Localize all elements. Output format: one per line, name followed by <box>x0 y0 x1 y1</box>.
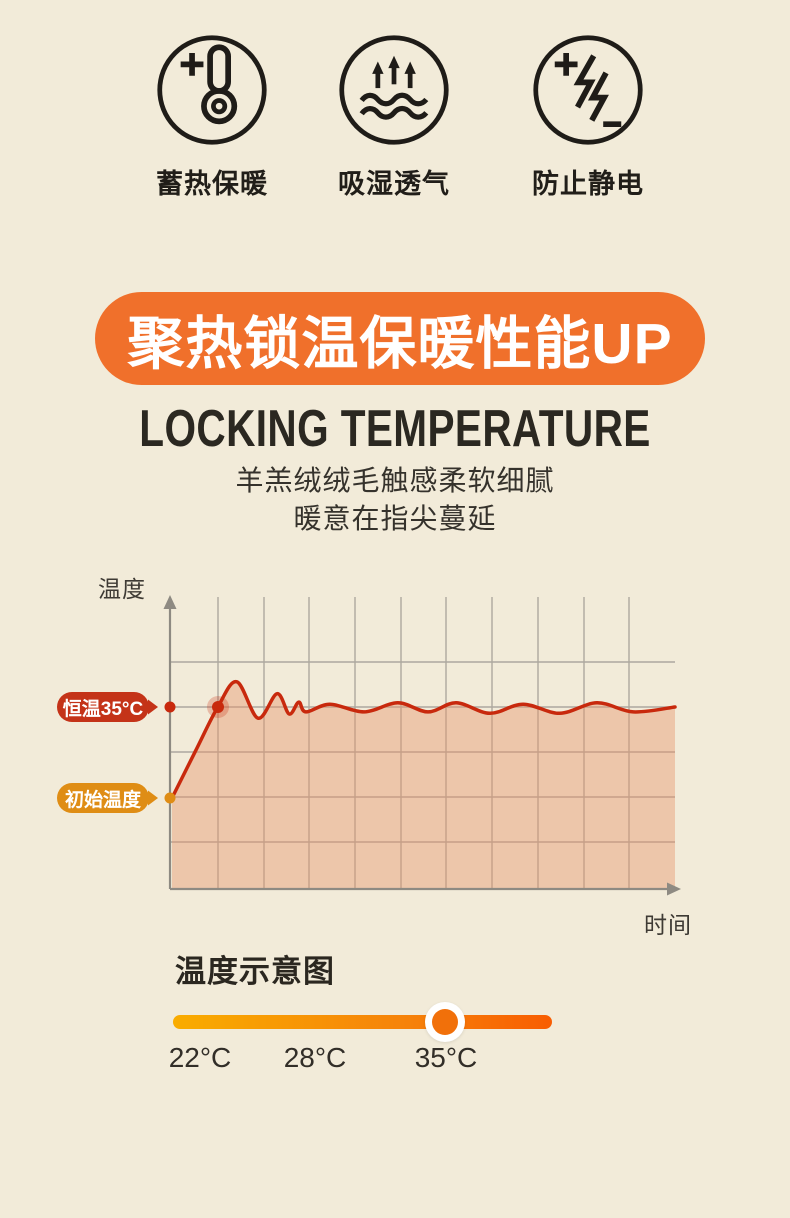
anti-static-icon <box>508 33 668 147</box>
constant-temp-badge-label: 恒温35°C <box>62 698 144 720</box>
moisture-breathable-icon <box>314 33 474 147</box>
feature-label: 吸湿透气 <box>338 169 450 199</box>
curve-area-fill <box>172 681 675 889</box>
constant-temp-dot <box>164 701 176 713</box>
y-axis-arrow-icon <box>163 595 177 609</box>
constant-temp-badge: 恒温35°C <box>57 692 158 722</box>
feature-item-heat-storage: 蓄热保暖 <box>132 33 292 201</box>
temperature-slider-knob[interactable] <box>425 1002 465 1042</box>
feature-label: 防止静电 <box>532 169 644 199</box>
diagram-title: 温度示意图 <box>175 954 335 989</box>
thermometer-plus-icon <box>132 33 292 147</box>
feature-item-breathable: 吸湿透气 <box>314 33 474 201</box>
promo-banner-title: 聚热锁温保暖性能UP <box>127 311 673 376</box>
feature-label: 蓄热保暖 <box>156 169 268 199</box>
badge-pointer <box>148 790 158 806</box>
chart-grid <box>170 597 675 889</box>
initial-temp-badge: 初始温度 <box>57 783 158 813</box>
knob-inner-dot <box>432 1009 458 1035</box>
promo-banner: 聚热锁温保暖性能UP <box>95 292 705 385</box>
chart-axes <box>168 606 671 891</box>
x-axis-arrow-icon <box>667 882 681 896</box>
y-axis-label: 温度 <box>98 576 146 602</box>
temperature-chart-plot <box>163 595 681 896</box>
reach-point-dot <box>212 701 224 713</box>
subtitle-line-1: 羊羔绒绒毛触感柔软细腻 <box>235 465 555 496</box>
temperature-slider-track <box>173 1015 552 1029</box>
x-axis-label: 时间 <box>644 912 692 938</box>
temperature-chart: 温度 <box>0 560 790 950</box>
temperature-curve <box>170 680 677 800</box>
scale-label-22c: 22°C <box>168 1042 232 1073</box>
initial-temp-badge-label: 初始温度 <box>64 789 141 811</box>
subtitle-line-2: 暖意在指尖蔓延 <box>293 503 497 534</box>
scale-label-28c: 28°C <box>283 1042 347 1073</box>
scale-label-35c: 35°C <box>414 1042 478 1073</box>
english-heading: LOCKING TEMPERATURE <box>139 400 651 458</box>
feature-item-anti-static: 防止静电 <box>508 33 668 201</box>
initial-temp-dot <box>164 792 176 804</box>
badge-pointer <box>148 699 158 715</box>
